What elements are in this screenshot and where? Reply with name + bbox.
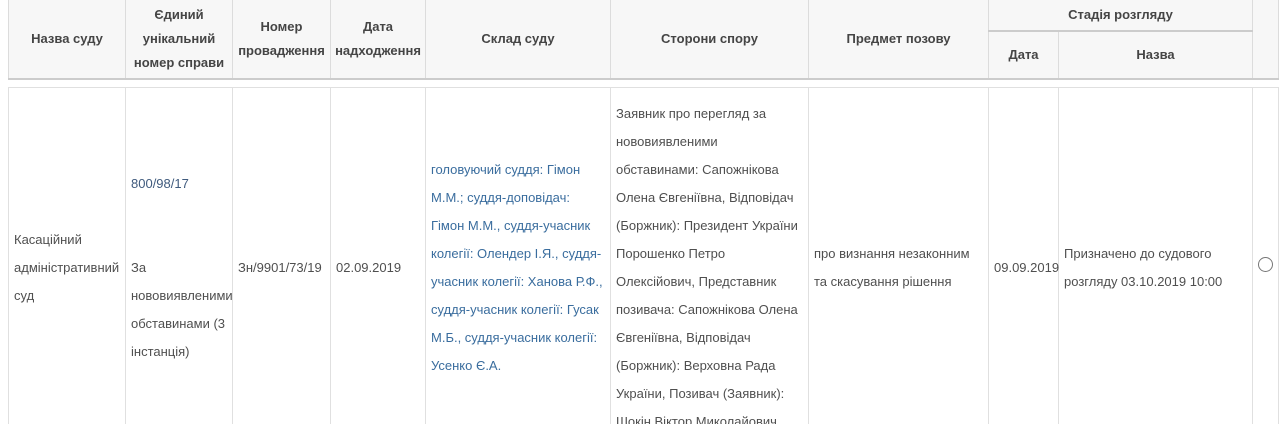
table-row: Касаційний адміністративний суд 800/98/1…	[8, 87, 1280, 424]
column-header-stage-group: Стадія розгляду	[987, 0, 1254, 32]
case-number-link[interactable]: 800/98/17	[131, 176, 189, 191]
column-header-claim-subject: Предмет позову	[808, 0, 989, 80]
cell-proceeding-number: Зн/9901/73/19	[232, 87, 331, 424]
column-header-stage-name: Назва	[1057, 30, 1254, 80]
column-header-case-number: Єдиний унікальний номер справи	[125, 0, 233, 80]
column-header-dispute-parties: Сторони спору	[610, 0, 809, 80]
column-header-court-name: Назва суду	[8, 0, 126, 80]
cell-case-number: 800/98/17 За нововиявленими обставинами …	[125, 87, 233, 424]
cell-receipt-date: 02.09.2019	[330, 87, 426, 424]
case-number-note: За нововиявленими обставинами (3 інстанц…	[131, 260, 233, 359]
cell-court-composition: головуючий суддя: Гімон М.М.; суддя-допо…	[425, 87, 611, 424]
cell-court-name: Касаційний адміністративний суд	[8, 87, 126, 424]
column-header-stage-date: Дата	[988, 30, 1059, 80]
cell-stage-date: 09.09.2019	[988, 87, 1059, 424]
cell-stage-name: Призначено до судового розгляду 03.10.20…	[1057, 87, 1254, 424]
cell-claim-subject: про визнання незаконним та скасування рі…	[808, 87, 989, 424]
column-header-court-composition: Склад суду	[425, 0, 611, 80]
cell-row-select	[1252, 87, 1280, 424]
column-header-select	[1252, 0, 1280, 80]
cell-dispute-parties: Заявник про перегляд за нововиявленими о…	[610, 87, 809, 424]
row-select-radio[interactable]	[1258, 257, 1274, 272]
column-header-proceeding-number: Номер провадження	[232, 0, 331, 80]
court-composition-link[interactable]: головуючий суддя: Гімон М.М.; суддя-допо…	[431, 162, 603, 373]
column-header-receipt-date: Дата надходження	[330, 0, 426, 80]
court-cases-table: Назва суду Єдиний унікальний номер справ…	[8, 0, 1280, 424]
header-body-gap	[8, 79, 1279, 88]
